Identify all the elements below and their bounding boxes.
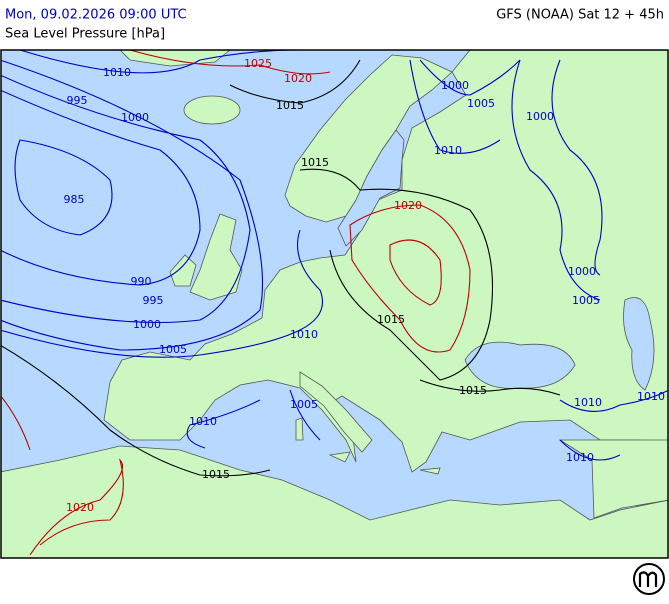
isobar-label: 1000: [441, 79, 469, 92]
isobar-label: 1010: [637, 390, 665, 403]
isobars: [1, 50, 668, 556]
isobar-label: 1020: [394, 199, 422, 212]
isobar-label: 1020: [66, 501, 94, 514]
isobar-label: 1005: [290, 398, 318, 411]
isobar-label: 1000: [133, 318, 161, 331]
datetime: Mon, 09.02.2026 09:00 UTC: [5, 8, 187, 23]
ireland: [169, 254, 197, 287]
isobar-label: 1025: [244, 57, 272, 70]
isobar-label: 1000: [526, 110, 554, 123]
levant: [558, 439, 668, 519]
isobar-label: 1015: [202, 468, 230, 481]
isobar-label: 1015: [276, 99, 304, 112]
isobar-label: 1015: [301, 156, 329, 169]
isobar-label: 985: [64, 193, 85, 206]
model: GFS (NOAA) Sat 12 + 45h: [496, 8, 664, 23]
isobar-label: 1005: [572, 294, 600, 307]
isobar-label: 1000: [121, 111, 149, 124]
caspian: [623, 297, 655, 391]
isobar-label: 1010: [290, 328, 318, 341]
isobar-label: 1010: [574, 396, 602, 409]
britain: [189, 213, 243, 301]
isobar-label: 1010: [566, 451, 594, 464]
isobar-label: 995: [67, 94, 88, 107]
iceland: [183, 95, 241, 125]
isobar-label: 1005: [467, 97, 495, 110]
baltic: [337, 129, 405, 247]
logo[interactable]: [633, 563, 665, 595]
isobar-label: 1000: [568, 265, 596, 278]
north-africa: [1, 445, 668, 558]
isobar-label: 1020: [284, 72, 312, 85]
isobar-label: 1010: [434, 144, 462, 157]
parameter: Sea Level Pressure [hPa]: [5, 27, 165, 42]
isobar-label: 995: [143, 294, 164, 307]
isobar-label: 1010: [189, 415, 217, 428]
map-frame: [0, 49, 669, 559]
isobar-label: 990: [131, 275, 152, 288]
scandinavia: [284, 54, 453, 223]
isobar-label: 1015: [377, 313, 405, 326]
isobar-label: 1010: [103, 66, 131, 79]
isobar-label: 1015: [459, 384, 487, 397]
map: 1025 1020 1010 1015 995 1000 1000 1005 1…: [0, 49, 669, 559]
italy: [299, 371, 373, 453]
isobar-labels: 1025 1020 1010 1015 995 1000 1000 1005 1…: [64, 57, 666, 514]
isobar-label: 1005: [159, 343, 187, 356]
sicily-islands: [295, 417, 441, 475]
black-sea: [464, 341, 576, 389]
